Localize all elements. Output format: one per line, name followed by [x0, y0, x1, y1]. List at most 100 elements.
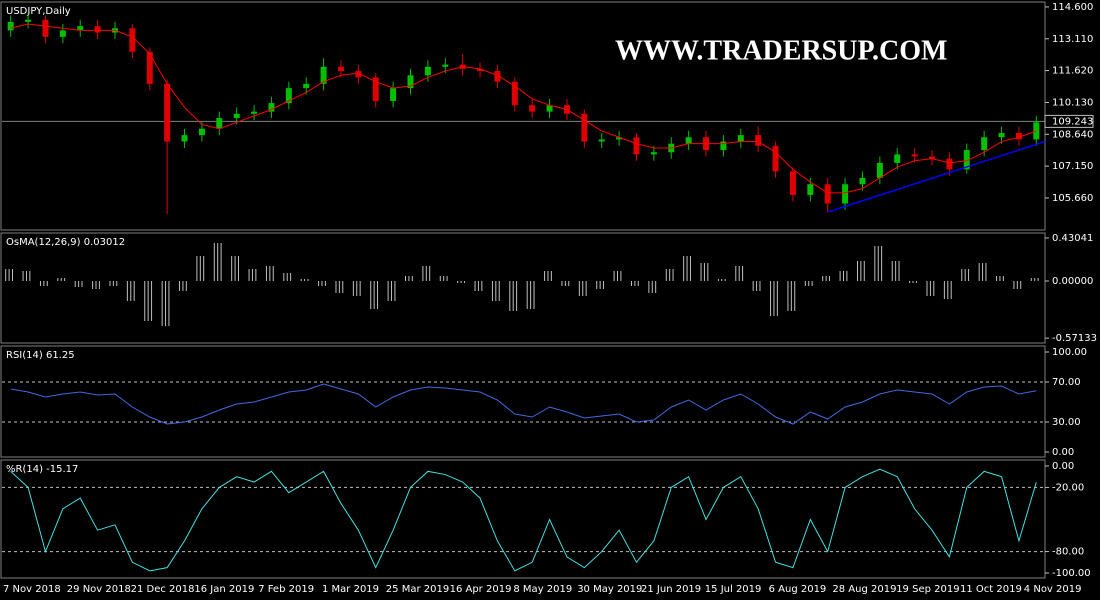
candle-body — [59, 30, 66, 37]
x-tick-label: 16 Jan 2019 — [194, 584, 254, 595]
y-tick-label: 70.00 — [1052, 377, 1081, 388]
x-tick-label: 6 Aug 2019 — [769, 584, 827, 595]
candle-body — [7, 21, 14, 31]
candle-body — [164, 83, 171, 142]
candle-body — [929, 156, 936, 159]
x-tick-label: 16 Apr 2019 — [450, 584, 512, 595]
y-tick-label: 114.600 — [1052, 2, 1093, 13]
panel-border — [0, 459, 1046, 579]
x-tick-label: 15 Jul 2019 — [705, 584, 762, 595]
candle-body — [372, 77, 379, 101]
candle-body — [720, 141, 727, 151]
x-tick-label: 29 Nov 2018 — [67, 584, 131, 595]
candle-body — [755, 135, 762, 146]
price-label-box — [1044, 114, 1094, 128]
candle-body — [233, 113, 240, 119]
y-tick-label: 30.00 — [1052, 417, 1081, 428]
panel-title: RSI(14) 61.25 — [6, 350, 75, 361]
candle-body — [355, 71, 362, 78]
y-tick-label: 0.00 — [1052, 461, 1074, 472]
x-tick-label: 21 Dec 2018 — [131, 584, 195, 595]
candle-body — [268, 103, 275, 112]
candle-body — [303, 83, 310, 89]
candle-body — [772, 145, 779, 172]
x-tick-label: 8 May 2019 — [513, 584, 572, 595]
candle-body — [442, 64, 449, 67]
y-tick-label: 108.640 — [1052, 129, 1093, 140]
price-label: 109.243 — [1052, 116, 1093, 127]
candle-body — [859, 177, 866, 185]
panel-border — [0, 345, 1046, 458]
x-tick-label: 28 Aug 2019 — [832, 584, 896, 595]
candle-body — [529, 105, 536, 112]
panel-title: %R(14) -15.17 — [6, 464, 78, 475]
candle-body — [546, 105, 553, 112]
candle-body — [737, 135, 744, 142]
candle-body — [633, 137, 640, 155]
indicator-line — [10, 383, 1037, 425]
candle-body — [42, 19, 49, 37]
y-tick-label: -20.00 — [1052, 482, 1084, 493]
panel-title: OsMA(12,26,9) 0.03012 — [6, 237, 125, 248]
candle-body — [424, 66, 431, 76]
panel-title: USDJPY,Daily — [6, 6, 71, 17]
x-tick-label: 1 Mar 2019 — [322, 584, 379, 595]
y-tick-label: -0.57133 — [1052, 333, 1097, 344]
y-tick-label: 0.00000 — [1052, 276, 1093, 287]
candle-body — [129, 28, 136, 52]
candle-body — [1015, 132, 1022, 140]
candle-body — [911, 154, 918, 157]
candle-body — [181, 135, 188, 142]
candle-body — [94, 26, 101, 33]
x-tick-label: 19 Sep 2019 — [896, 584, 959, 595]
x-tick-label: 7 Feb 2019 — [258, 584, 314, 595]
panel-border — [0, 1, 1046, 231]
candle-body — [407, 75, 414, 89]
candle-body — [511, 81, 518, 106]
y-tick-label: 105.660 — [1052, 193, 1093, 204]
candle-body — [876, 162, 883, 178]
candle-body — [598, 139, 605, 142]
candle-body — [337, 66, 344, 72]
candle-body — [251, 111, 258, 114]
candle-body — [824, 184, 831, 204]
candle-body — [77, 26, 84, 31]
x-tick-label: 7 Nov 2018 — [3, 584, 61, 595]
x-tick-label: 21 Jun 2019 — [641, 584, 701, 595]
candle-body — [842, 184, 849, 204]
candle-body — [616, 137, 623, 140]
candle-body — [650, 152, 657, 155]
candle-body — [807, 184, 814, 195]
indicator-line — [10, 468, 1037, 572]
y-tick-label: 107.150 — [1052, 161, 1093, 172]
candle-body — [146, 51, 153, 84]
y-tick-label: 0.43041 — [1052, 233, 1093, 244]
trend-line — [827, 140, 1046, 213]
x-tick-label: 11 Oct 2019 — [960, 584, 1022, 595]
candle-body — [198, 128, 205, 136]
candle-body — [320, 66, 327, 84]
y-tick-label: -100.00 — [1052, 568, 1091, 579]
y-tick-label: -80.00 — [1052, 547, 1084, 558]
x-tick-label: 30 May 2019 — [577, 584, 642, 595]
candle-body — [216, 118, 223, 129]
candle-body — [581, 113, 588, 142]
y-tick-label: 100.00 — [1052, 347, 1087, 358]
moving-average — [10, 23, 1037, 194]
candle-body — [894, 154, 901, 163]
candle-body — [494, 71, 501, 82]
watermark: WWW.TRADERSUP.COM — [615, 35, 947, 66]
candle-body — [477, 68, 484, 72]
candle-body — [963, 150, 970, 170]
panel-border — [0, 232, 1046, 344]
y-tick-label: 113.110 — [1052, 34, 1093, 45]
candle-body — [946, 158, 953, 170]
y-tick-label: 0.00 — [1052, 447, 1074, 458]
candle-body — [285, 88, 292, 104]
candle-body — [685, 137, 692, 144]
x-tick-label: 25 Mar 2019 — [386, 584, 449, 595]
y-tick-label: 110.130 — [1052, 97, 1093, 108]
candle-body — [998, 132, 1005, 138]
candle-body — [25, 19, 32, 22]
